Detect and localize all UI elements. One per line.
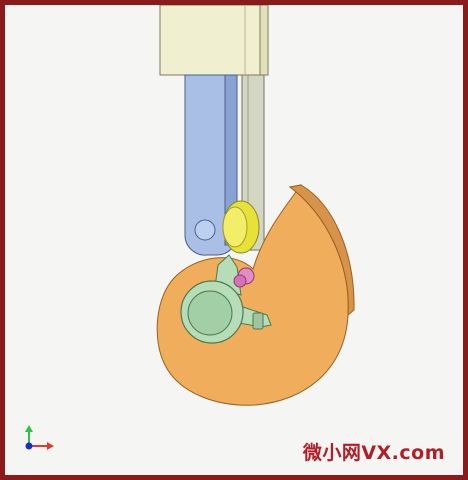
top-block: [159, 5, 269, 76]
watermark: 微小网VX.com: [302, 442, 445, 464]
xyz-axis-triad-icon: [25, 425, 54, 450]
cam: [156, 184, 355, 406]
cam-hub: [180, 254, 272, 344]
roller: [222, 200, 260, 254]
mechanism-scene: [25, 5, 355, 450]
pin: [233, 267, 255, 288]
